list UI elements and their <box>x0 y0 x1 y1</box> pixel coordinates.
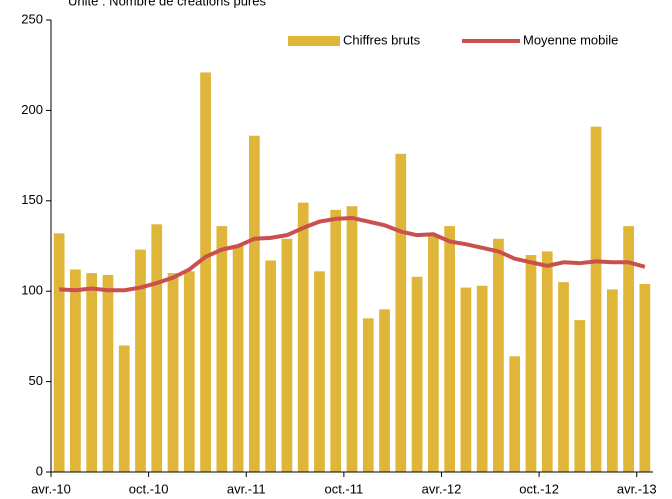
bar <box>281 238 293 472</box>
x-tick-label: oct.-10 <box>129 481 169 496</box>
y-tick-label: 50 <box>29 373 43 388</box>
bar <box>639 283 651 472</box>
y-tick-label: 250 <box>21 11 43 26</box>
bar <box>151 224 163 472</box>
bar <box>460 287 472 472</box>
x-tick-label: avr.-13 <box>617 481 657 496</box>
x-tick-label: avr.-10 <box>31 481 71 496</box>
bar <box>379 309 390 472</box>
bar <box>525 255 537 472</box>
bar <box>346 206 358 472</box>
bar <box>265 260 277 472</box>
chart-subtitle: Unité : Nombre de créations pures <box>68 0 266 8</box>
bar <box>590 126 602 472</box>
legend-swatch <box>288 36 340 46</box>
x-tick-label: avr.-12 <box>422 481 462 496</box>
x-tick-label: oct.-11 <box>324 481 363 496</box>
bar <box>476 285 488 472</box>
bar <box>135 249 146 472</box>
bar <box>167 273 179 472</box>
legend-label: Chiffres bruts <box>343 32 421 47</box>
bar <box>297 202 309 472</box>
bar <box>232 246 244 472</box>
bar <box>362 318 374 472</box>
legend-label: Moyenne mobile <box>523 32 618 47</box>
bar <box>102 274 114 472</box>
bar <box>330 209 342 472</box>
bar <box>558 282 569 472</box>
bar <box>493 238 504 472</box>
bar <box>70 269 81 472</box>
x-tick-label: avr.-11 <box>227 481 266 496</box>
line <box>59 215 646 293</box>
bar <box>427 235 439 472</box>
y-tick-label: 150 <box>21 192 43 207</box>
bar <box>623 226 634 472</box>
bar <box>395 153 407 473</box>
bar <box>606 289 618 472</box>
bar <box>411 276 423 472</box>
bar <box>53 233 65 472</box>
bar <box>314 271 325 472</box>
y-tick-label: 100 <box>21 283 43 298</box>
bar <box>86 273 98 472</box>
y-tick-label: 200 <box>21 102 43 117</box>
bar <box>118 345 130 472</box>
bar <box>200 72 211 472</box>
bar <box>509 356 521 472</box>
x-tick-label: oct.-12 <box>519 481 559 496</box>
y-tick-label: 0 <box>36 463 43 478</box>
bar <box>444 226 455 472</box>
bar <box>541 251 553 472</box>
bar <box>183 271 195 472</box>
bar <box>574 320 586 472</box>
bar <box>249 135 260 472</box>
bar <box>216 226 228 472</box>
